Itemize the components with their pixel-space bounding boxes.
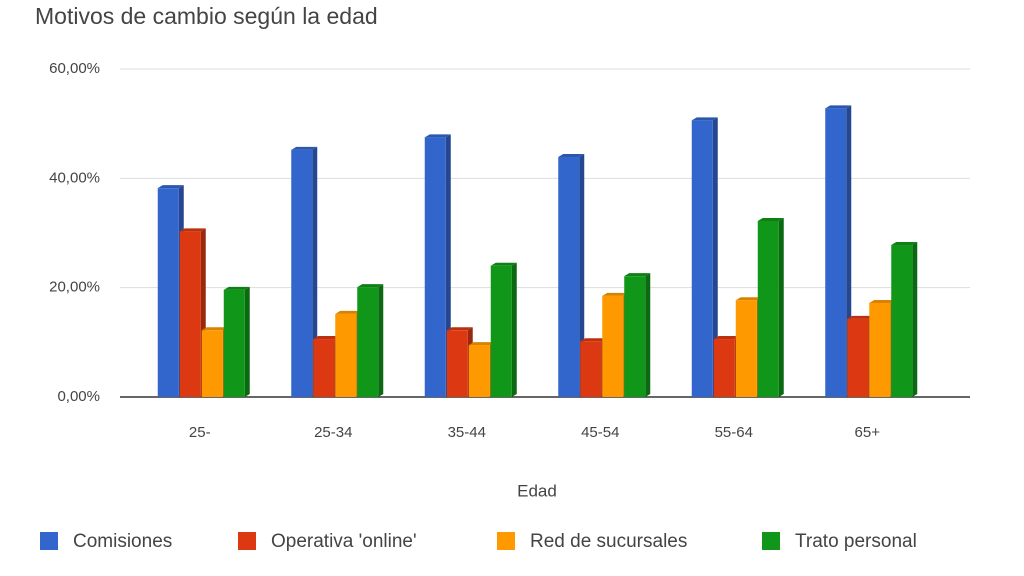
bar — [468, 345, 490, 397]
x-axis-title: Edad — [517, 481, 557, 500]
x-tick-label: 25- — [189, 424, 211, 441]
bar-side — [645, 273, 651, 397]
bar — [580, 341, 602, 397]
bar-top — [424, 134, 451, 138]
bar-top — [157, 185, 184, 189]
bar-top — [446, 327, 473, 331]
bar — [223, 289, 245, 397]
legend-swatch — [238, 532, 256, 550]
bar-top — [602, 292, 629, 296]
bar-top — [201, 327, 228, 331]
bar-top — [179, 228, 206, 232]
bar — [825, 108, 847, 398]
bar — [291, 149, 313, 397]
bar — [335, 313, 357, 397]
y-tick-label: 60,00% — [49, 60, 100, 77]
bar-side — [579, 154, 585, 397]
chart-title: Motivos de cambio según la edad — [35, 3, 378, 29]
bar-top — [847, 315, 874, 319]
bar — [757, 220, 779, 397]
x-tick-label: 25-34 — [314, 424, 352, 441]
bar-top — [825, 105, 852, 109]
x-tick-label: 35-44 — [448, 424, 486, 441]
bar-side — [712, 117, 718, 398]
bar — [179, 231, 201, 397]
bar-top — [468, 342, 495, 346]
bar — [891, 245, 913, 397]
bar — [869, 302, 891, 397]
bar-top — [357, 284, 384, 288]
bar — [313, 339, 335, 397]
bar-top — [757, 217, 784, 221]
legend-label: Trato personal — [795, 531, 917, 552]
bar-top — [891, 242, 918, 246]
legend-swatch — [40, 532, 58, 550]
bar-top — [735, 297, 762, 301]
bar-top — [713, 336, 740, 340]
legend-label: Comisiones — [73, 531, 172, 552]
bar-side — [378, 284, 384, 397]
bar-side — [511, 262, 517, 397]
bar-top — [691, 117, 718, 121]
bar-side — [244, 286, 250, 397]
bar-top — [580, 338, 607, 342]
bar — [624, 276, 646, 397]
legend-label: Operativa 'online' — [271, 531, 417, 552]
x-tick-label: 45-54 — [581, 424, 619, 441]
bar-side — [912, 242, 918, 397]
x-tick-label: 55-64 — [715, 424, 753, 441]
bar — [602, 295, 624, 397]
bar — [157, 188, 179, 397]
bar-top — [335, 310, 362, 314]
legend-swatch — [497, 532, 515, 550]
y-tick-label: 40,00% — [49, 169, 100, 186]
bar — [558, 157, 580, 397]
bar-side — [312, 146, 318, 397]
bar — [691, 120, 713, 398]
bar — [847, 318, 869, 397]
bar — [201, 330, 223, 397]
bar — [735, 300, 757, 397]
bar-side — [778, 217, 784, 397]
y-tick-label: 0,00% — [57, 388, 100, 405]
bar-top — [558, 154, 585, 158]
bar — [424, 137, 446, 398]
bar — [357, 287, 379, 397]
bar — [713, 339, 735, 397]
bar-top — [624, 273, 651, 277]
y-tick-label: 20,00% — [49, 279, 100, 296]
legend-label: Red de sucursales — [530, 531, 687, 552]
bar-top — [223, 286, 250, 290]
x-tick-label: 65+ — [855, 424, 881, 441]
legend-swatch — [762, 532, 780, 550]
bar-top — [313, 336, 340, 340]
bar — [446, 330, 468, 397]
bar-top — [869, 299, 896, 303]
bar-top — [291, 146, 318, 150]
bar — [490, 265, 512, 397]
bar-top — [490, 262, 517, 266]
